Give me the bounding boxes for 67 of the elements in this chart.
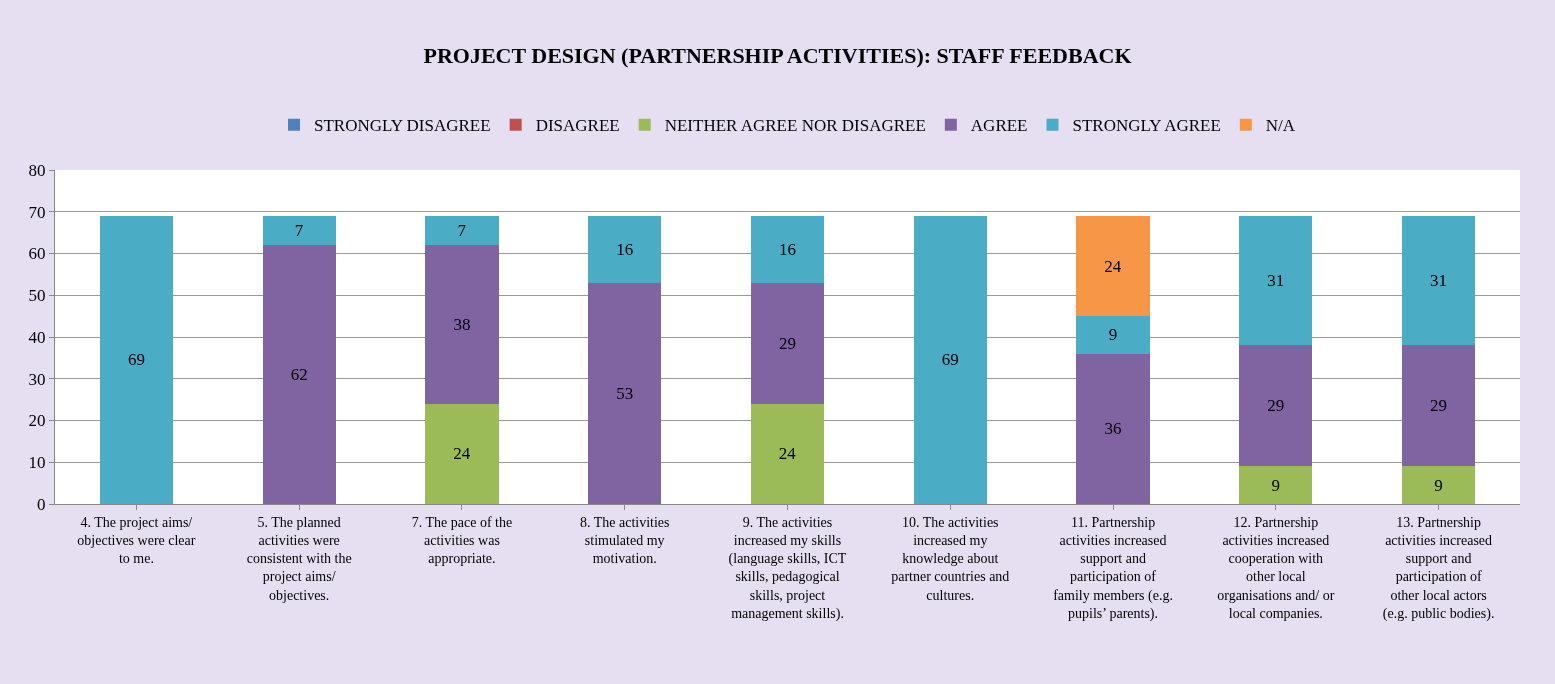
data-label: 16 [779,239,796,259]
x-tick-label: 11. Partnership activities increased support and participation of family members (e.g. pupils’ parents). [1053,514,1173,622]
data-label: 36 [1104,419,1122,439]
data-label: 29 [779,333,796,353]
legend-label: DISAGREE [535,116,620,136]
x-tick-label: 5. The planned activities were consistent with the project aims/ objectives. [246,514,352,603]
bar [1076,353,1150,504]
data-label: 31 [1267,271,1285,291]
y-tick-label: 80 [28,160,46,180]
data-label: 69 [941,350,959,370]
bar [1076,215,1150,317]
data-label: 53 [616,383,634,403]
legend-label: STRONGLY DISAGREE [314,116,491,136]
y-tick-label: 70 [28,202,46,222]
bar [1401,466,1476,504]
bar [1076,316,1150,354]
chart-title: PROJECT DESIGN (PARTNERSHIP ACTIVITIES): STAFF FEEDBACK [423,43,1132,69]
y-tick-label: 0 [37,494,46,514]
y-tick-label: 50 [28,286,46,306]
data-label: 7 [294,221,304,241]
data-label: 9 [1271,475,1281,495]
data-label: 24 [778,444,797,464]
data-label: 62 [290,365,308,385]
bar [588,282,662,504]
y-tick-label: 60 [28,244,46,264]
legend-label: AGREE [970,116,1028,136]
y-tick-label: 30 [28,369,46,389]
y-tick-label: 20 [28,411,46,431]
bar [425,403,499,504]
data-label: 38 [453,314,471,334]
data-label: 24 [453,444,471,464]
bar [750,403,825,504]
bar [99,215,174,504]
data-label: 9 [1108,325,1118,345]
bar [262,215,336,246]
bar [425,245,499,404]
data-label: 29 [1430,396,1448,416]
x-tick-label: 9. The activities increased my skills (language skills, ICT skills, pedagogical skills, project management skills). [728,514,847,622]
bar [1239,466,1313,504]
data-label: 69 [127,350,145,370]
data-label: 9 [1434,475,1443,495]
data-label: 29 [1267,396,1285,416]
bar [1401,345,1476,467]
legend-label: NEITHER AGREE NOR DISAGREE [664,116,926,136]
bar [913,215,987,504]
x-tick-label: 13. Partnership activities increased support and participation of other local actors (e.g. public bodies). [1382,514,1495,622]
bar [1239,215,1313,346]
x-tick-label: 8. The activities stimulated my motivation. [579,514,670,567]
bar [425,215,499,246]
bar [1401,215,1476,346]
x-tick-label: 12. Partnership activities increased cooperation with other local organisations and/ or local companies. [1217,514,1335,621]
data-label: 7 [457,221,467,241]
x-tick-label: 10. The activities increased my knowledge about partner countries and cultures. [891,514,1010,603]
data-label: 16 [616,239,634,259]
data-label: 31 [1430,271,1448,291]
x-tick-label: 4. The project aims/ objectives were clear to me. [77,514,196,567]
legend-label: STRONGLY AGREE [1072,116,1221,136]
bar [1239,345,1313,467]
data-label: 24 [1104,256,1122,276]
legend-label: N/A [1265,116,1296,136]
bar [588,215,662,283]
x-tick-label: 7. The pace of the activities was appropriate. [411,514,513,567]
bar [750,282,825,404]
bar [750,215,825,283]
bar [262,245,336,504]
y-tick-label: 40 [28,327,46,347]
y-tick-label: 10 [28,453,46,473]
